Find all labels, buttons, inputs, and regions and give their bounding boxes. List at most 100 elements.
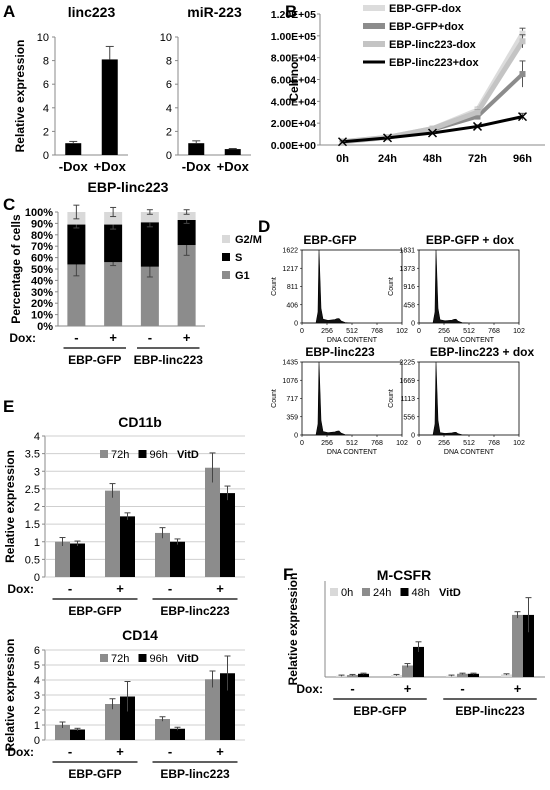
bar [65, 143, 82, 155]
x-category-label: + [183, 330, 191, 345]
bar [105, 490, 120, 577]
chart-a-linc223: linc223 Relative expression 0 2 4 6 8 10 -Dox +Do… [13, 4, 128, 174]
x-tick-label: 768 [488, 328, 500, 335]
y-tick-label: 3.5 [25, 449, 40, 461]
y-tick-label: 3 [34, 690, 40, 702]
y-tick-label: 1.5 [25, 519, 40, 531]
legend-swatch [138, 450, 147, 458]
histogram-frame [301, 249, 403, 324]
bar-segment [104, 262, 123, 326]
x-tick-label: 512 [346, 328, 358, 335]
histogram-area [302, 361, 352, 436]
legend-label: G1 [235, 270, 250, 282]
panel-label-d: D [258, 217, 270, 236]
bar [188, 143, 205, 155]
group-label: EBP-GFP [68, 353, 121, 367]
histogram-title: EBP-GFP [303, 233, 356, 247]
bar [155, 719, 170, 740]
y-tick-label: 1435 [282, 360, 298, 367]
y-tick-label: 8 [166, 56, 172, 68]
y-tick-label: 30% [31, 287, 53, 299]
legend-swatch [222, 253, 230, 261]
y-axis-label: Count [271, 389, 278, 408]
x-tick-label: 256 [438, 440, 450, 447]
bar [220, 493, 235, 577]
y-tick-label: 2 [166, 126, 172, 138]
x-category-label: + [109, 330, 117, 345]
bar [170, 728, 185, 740]
chart-e-cd14: CD14 Relative expression 0 1 2 3 4 5 6 - + - + Dox: EB… [3, 627, 245, 781]
x-category-label: +Dox [94, 159, 127, 174]
y-tick-label: 0 [166, 150, 172, 162]
y-tick-label: 1 [34, 537, 40, 549]
chart-d-dna-histograms: EBP-GFP Count 0 406 811 1217 1622 0 256 512 768 102… [271, 233, 535, 456]
y-tick-label: 60% [31, 253, 53, 265]
y-tick-label: 1831 [399, 248, 415, 255]
legend-swatch [400, 588, 409, 596]
bar-segment [104, 212, 123, 225]
chart-f-mcsfr: M-CSFR Relative expression - + - + Dox: EBP-GFP… [286, 567, 545, 718]
chart-title: miR-223 [187, 4, 242, 20]
bar [468, 673, 479, 677]
y-axis-label: Cell no. [287, 58, 301, 101]
group-title-a: EBP-linc223 [88, 179, 169, 195]
x-category-label: -Dox [59, 159, 89, 174]
chart-title: linc223 [68, 4, 116, 20]
y-axis-label: Relative expression [286, 573, 300, 686]
chart-a-mir223: miR-223 0 2 4 6 8 10 -Dox +Dox [160, 4, 251, 174]
x-axis-label: DNA CONTENT [327, 337, 378, 344]
y-axis-label: Count [388, 389, 395, 408]
bar [391, 675, 402, 677]
bar-segment [140, 212, 159, 223]
y-tick-label: 50% [31, 264, 53, 276]
bar [105, 704, 120, 740]
x-tick-label: 102 [396, 440, 408, 447]
point-marker [472, 121, 483, 131]
y-tick-label: 4 [34, 675, 40, 687]
x-tick-label: 0 [300, 328, 304, 335]
x-tick-label: 102 [396, 328, 408, 335]
y-tick-label: 406 [286, 302, 298, 309]
x-category-label: + [116, 744, 124, 759]
y-tick-label: 6.00E+04 [271, 75, 316, 87]
x-category-label: -Dox [182, 159, 212, 174]
y-tick-label: 2 [43, 126, 49, 138]
x-axis-label: DNA CONTENT [327, 449, 378, 456]
x-category-label: + [404, 681, 412, 696]
y-axis-label: Count [271, 277, 278, 296]
y-tick-label: 6 [43, 79, 49, 91]
group-label: EBP-linc223 [455, 704, 525, 718]
bar [205, 467, 220, 577]
dox-row-label: Dox: [7, 745, 34, 759]
bar [523, 614, 534, 677]
x-tick-label: 768 [371, 440, 383, 447]
y-tick-label: 2 [34, 502, 40, 514]
legend-label: G2/M [235, 234, 262, 246]
y-tick-label: 717 [286, 396, 298, 403]
group-label: EBP-linc223 [160, 604, 230, 618]
y-tick-label: 1076 [282, 378, 298, 385]
histogram-title: EBP-linc223 [305, 345, 375, 359]
x-category-label: - [460, 681, 464, 696]
x-tick-label: 256 [438, 328, 450, 335]
histogram-frame [301, 361, 403, 436]
bar-segment [67, 264, 86, 326]
y-tick-label: 458 [403, 302, 415, 309]
x-tick-label: 72h [468, 153, 487, 165]
y-tick-label: 4 [43, 103, 49, 115]
x-tick-label: 256 [321, 328, 333, 335]
x-tick-label: 512 [346, 440, 358, 447]
x-tick-label: 0 [300, 440, 304, 447]
y-tick-label: 2.5 [25, 484, 40, 496]
chart-c-cell-cycle: Percentage of cells 0%10%20%30%40%50%60%7… [9, 204, 262, 367]
legend-swatch [222, 235, 230, 243]
panel-label-c: C [3, 195, 15, 214]
x-tick-label: 768 [488, 440, 500, 447]
y-tick-label: 20% [31, 298, 53, 310]
bar [70, 729, 85, 740]
bar-segment [140, 266, 159, 326]
bar [101, 59, 118, 155]
y-tick-label: 1669 [399, 378, 415, 385]
y-tick-label: 1113 [400, 396, 415, 403]
